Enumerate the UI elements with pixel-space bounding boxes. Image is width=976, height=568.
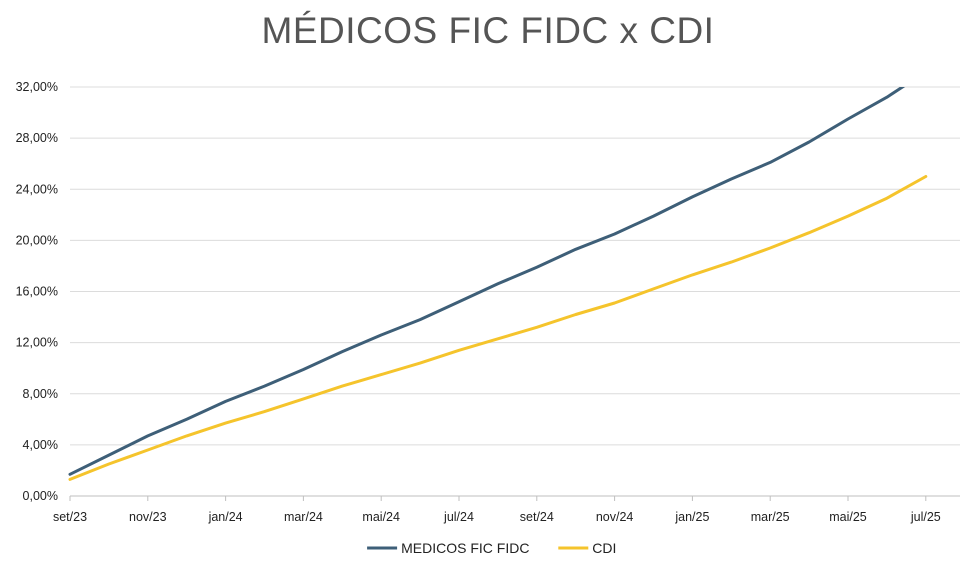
x-tick-label: jan/25 — [674, 510, 709, 524]
y-axis-ticks: 0,00% 4,00% 8,00% 12,00% 16,00% 20,00% 24,00% 2… — [16, 80, 58, 503]
grid-lines — [70, 86, 960, 446]
y-tick-label: 32,00% — [16, 80, 58, 94]
x-tick-label: jul/24 — [443, 510, 474, 524]
x-tick-label: set/23 — [53, 510, 87, 524]
y-tick-label: 28,00% — [16, 131, 58, 145]
y-tick-label: 16,00% — [16, 285, 58, 299]
x-tick-label: nov/24 — [596, 510, 634, 524]
legend-label: MEDICOS FIC FIDC — [401, 540, 529, 556]
legend-label: CDI — [592, 540, 616, 556]
chart-title: MÉDICOS FIC FIDC x CDI — [261, 10, 715, 51]
x-tick-label: mai/25 — [829, 510, 867, 524]
x-tick-label: mai/24 — [362, 510, 400, 524]
y-tick-label: 8,00% — [23, 387, 58, 401]
x-tick-label: jul/25 — [910, 510, 941, 524]
y-tick-label: 24,00% — [16, 182, 58, 196]
series-line — [68, 87, 906, 476]
x-tick-label: nov/23 — [129, 510, 167, 524]
x-tick-label: jan/24 — [208, 510, 243, 524]
x-tick-label: mar/25 — [751, 510, 790, 524]
x-tick-label: mar/24 — [284, 510, 323, 524]
y-tick-label: 12,00% — [16, 336, 58, 350]
x-tick-label: set/24 — [520, 510, 554, 524]
series-lines — [68, 87, 928, 481]
series-line — [68, 175, 928, 481]
x-axis-ticks: set/23 nov/23 jan/24 mar/24 mai/24 jul/24 set/… — [53, 496, 941, 524]
y-tick-label: 20,00% — [16, 233, 58, 247]
legend: MEDICOS FIC FIDC CDI — [367, 540, 616, 556]
y-tick-label: 0,00% — [23, 489, 58, 503]
y-tick-label: 4,00% — [23, 438, 58, 452]
